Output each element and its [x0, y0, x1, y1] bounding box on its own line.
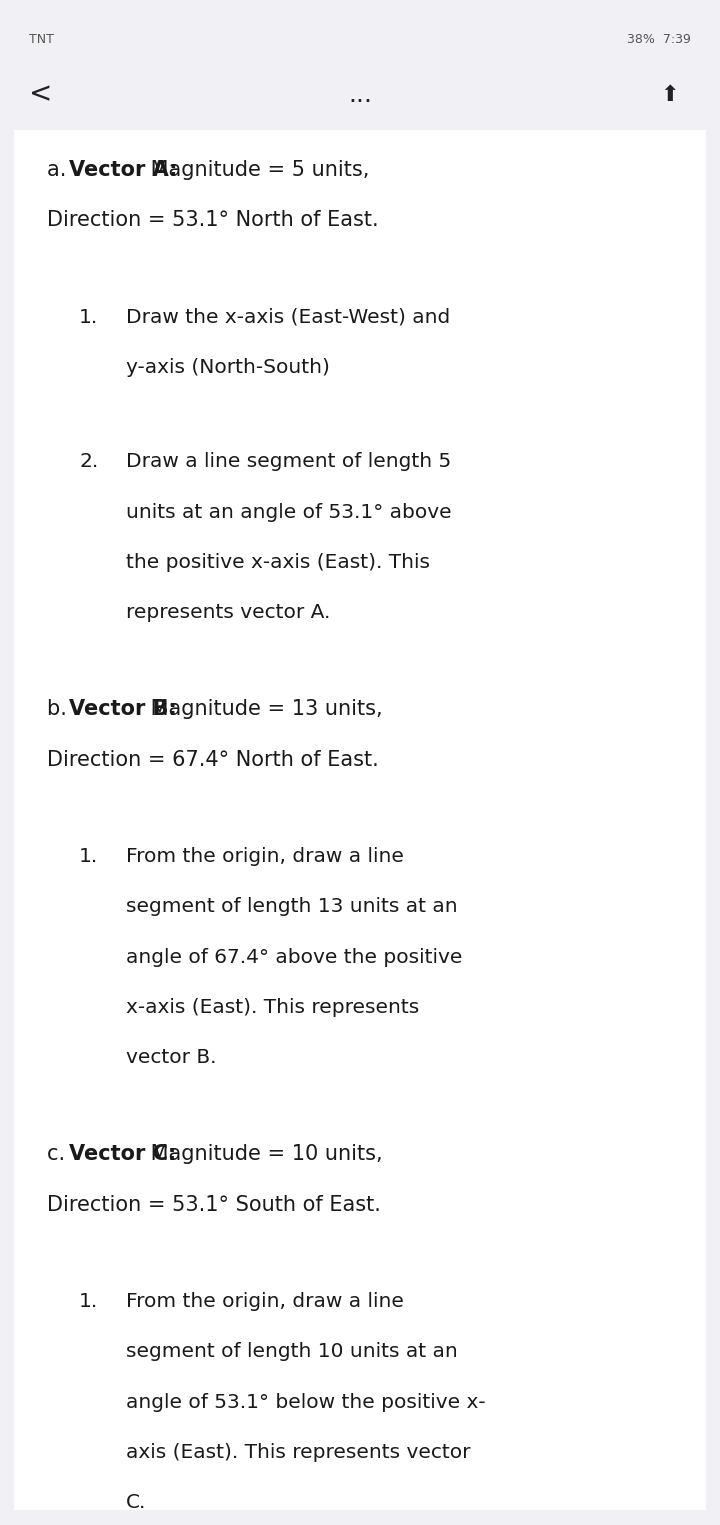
Text: Direction = 53.1° North of East.: Direction = 53.1° North of East. — [47, 210, 379, 230]
Text: 38%  7:39: 38% 7:39 — [627, 34, 691, 46]
Text: angle of 53.1° below the positive x-: angle of 53.1° below the positive x- — [126, 1392, 485, 1412]
Text: Draw a line segment of length 5: Draw a line segment of length 5 — [126, 453, 451, 471]
Text: angle of 67.4° above the positive: angle of 67.4° above the positive — [126, 947, 462, 967]
Text: From the origin, draw a line: From the origin, draw a line — [126, 846, 404, 866]
Text: 1.: 1. — [79, 308, 99, 326]
Text: y-axis (North-South): y-axis (North-South) — [126, 358, 330, 377]
Text: Magnitude = 5 units,: Magnitude = 5 units, — [144, 160, 369, 180]
Text: axis (East). This represents vector: axis (East). This represents vector — [126, 1443, 470, 1462]
Text: TNT: TNT — [29, 34, 54, 46]
Text: Magnitude = 10 units,: Magnitude = 10 units, — [144, 1144, 382, 1165]
Text: 1.: 1. — [79, 846, 99, 866]
Text: Vector A:: Vector A: — [69, 160, 178, 180]
Text: units at an angle of 53.1° above: units at an angle of 53.1° above — [126, 503, 451, 522]
Text: Magnitude = 13 units,: Magnitude = 13 units, — [144, 700, 382, 720]
Text: From the origin, draw a line: From the origin, draw a line — [126, 1292, 404, 1312]
Text: x-axis (East). This represents: x-axis (East). This represents — [126, 997, 419, 1017]
Text: <: < — [29, 81, 52, 108]
Text: Vector C:: Vector C: — [69, 1144, 176, 1165]
Text: c.: c. — [47, 1144, 71, 1165]
Text: segment of length 10 units at an: segment of length 10 units at an — [126, 1342, 458, 1362]
Text: represents vector A.: represents vector A. — [126, 604, 330, 622]
Text: 2.: 2. — [79, 453, 99, 471]
Text: segment of length 13 units at an: segment of length 13 units at an — [126, 897, 458, 917]
Text: vector B.: vector B. — [126, 1048, 217, 1068]
Text: Draw the x-axis (East-West) and: Draw the x-axis (East-West) and — [126, 308, 450, 326]
Bar — [0, 0, 720, 69]
Text: ⬆: ⬆ — [660, 84, 679, 105]
Text: the positive x-axis (East). This: the positive x-axis (East). This — [126, 554, 430, 572]
Text: a.: a. — [47, 160, 73, 180]
Text: ...: ... — [348, 82, 372, 107]
Text: 1.: 1. — [79, 1292, 99, 1312]
Text: Direction = 67.4° North of East.: Direction = 67.4° North of East. — [47, 750, 379, 770]
Text: b.: b. — [47, 700, 73, 720]
Text: Direction = 53.1° South of East.: Direction = 53.1° South of East. — [47, 1194, 381, 1215]
Text: Vector B:: Vector B: — [69, 700, 177, 720]
Text: C.: C. — [126, 1493, 146, 1513]
